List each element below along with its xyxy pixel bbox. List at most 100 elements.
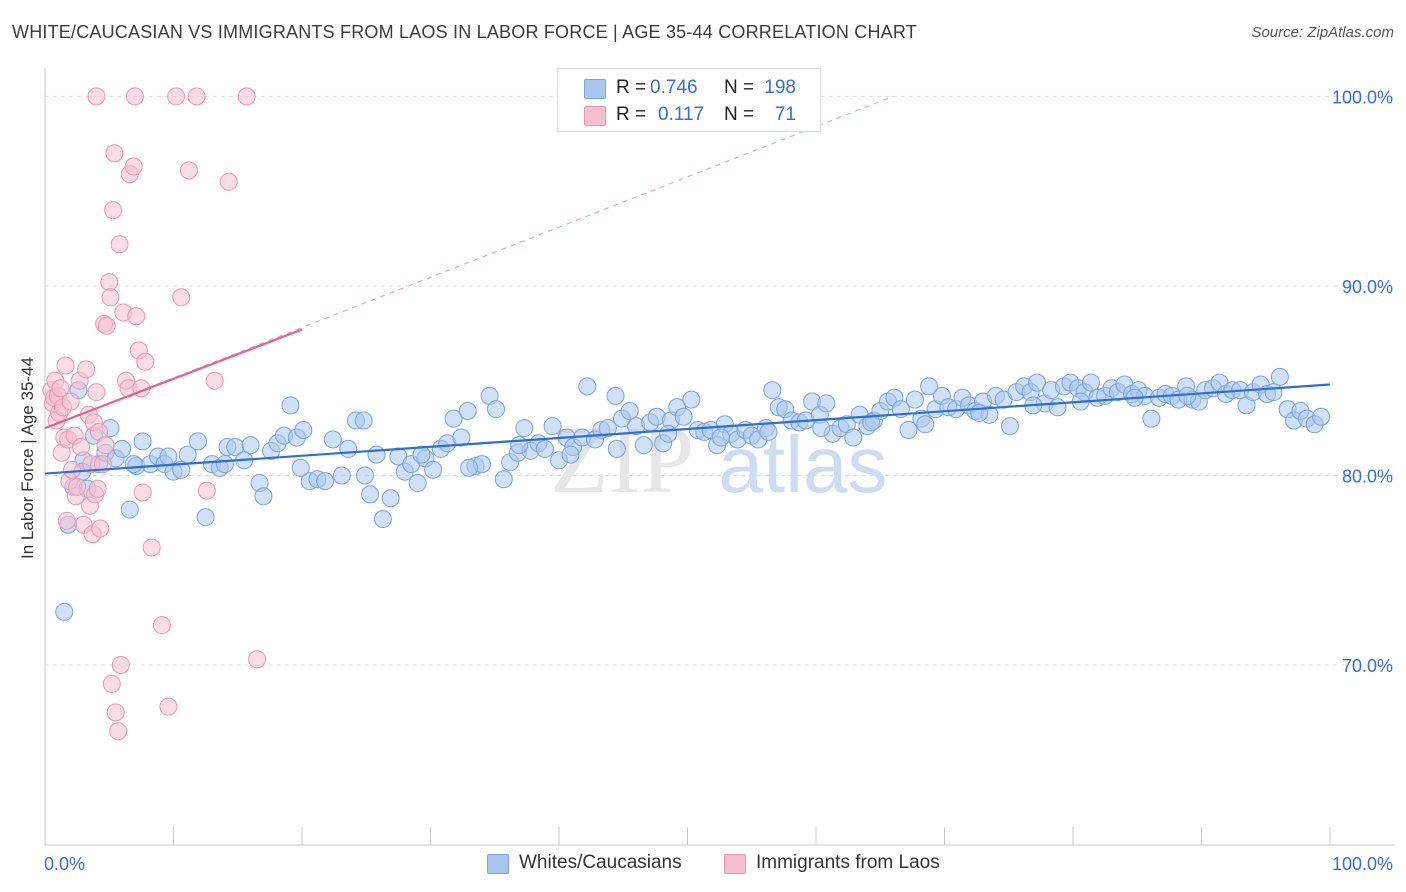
laos-point <box>111 655 130 674</box>
n-value: 71 <box>774 104 796 125</box>
r-label: R = <box>616 104 647 125</box>
whites-point <box>920 377 939 396</box>
laos-legend-swatch <box>724 854 746 874</box>
n-label: N = <box>724 104 755 125</box>
whites-point <box>361 485 380 504</box>
whites-point <box>659 424 678 443</box>
whites-point <box>620 402 639 421</box>
whites-point <box>294 420 313 439</box>
trend-lines <box>44 95 1331 475</box>
stats-legend-row-laos: R = 0.117 N = 71 <box>558 102 820 128</box>
x-tick-label: 0.0% <box>44 854 85 874</box>
series-whites-points <box>55 367 1331 621</box>
whites-point <box>916 415 935 434</box>
whites-point <box>172 460 191 479</box>
whites-point <box>323 430 342 449</box>
whites-point <box>354 411 373 430</box>
whites-point <box>355 466 374 485</box>
laos-point <box>68 477 87 496</box>
whites-point <box>844 428 863 447</box>
y-tick-label: 70.0% <box>1342 656 1393 676</box>
whites-point <box>408 474 427 493</box>
whites-point <box>215 455 234 474</box>
whites-point <box>606 386 625 405</box>
whites-point <box>682 390 701 409</box>
whites-point <box>424 460 443 479</box>
laos-point <box>159 697 178 716</box>
laos-point <box>106 703 125 722</box>
laos-point <box>100 273 119 292</box>
whites-point <box>812 419 831 438</box>
laos-point <box>91 519 110 538</box>
stats-legend-row-whites: R = 0.746 N = 198 <box>558 75 820 101</box>
whites-point <box>817 394 836 413</box>
laos-point <box>71 438 90 457</box>
laos-point <box>133 483 152 502</box>
laos-point <box>167 87 186 106</box>
laos-point <box>205 371 224 390</box>
whites-point <box>332 466 351 485</box>
laos-point <box>101 288 120 307</box>
laos-point <box>219 172 238 191</box>
whites-point <box>55 602 74 621</box>
whites-point <box>674 407 693 426</box>
r-value: 0.117 <box>658 104 705 125</box>
laos-point <box>87 87 106 106</box>
whites-point <box>1048 398 1067 417</box>
whites-point <box>1028 373 1047 392</box>
laos-point <box>110 235 129 254</box>
whites-point <box>862 413 881 432</box>
laos-point <box>57 511 76 530</box>
axes <box>44 68 1395 846</box>
whites-point <box>1270 367 1289 386</box>
whites-point <box>1312 407 1331 426</box>
whites-point <box>634 436 653 455</box>
whites-point <box>598 419 617 438</box>
laos-point <box>87 383 106 402</box>
y-tick-label: 90.0% <box>1342 277 1393 297</box>
whites-point <box>711 428 730 447</box>
whites-point <box>381 489 400 508</box>
whites-point <box>1081 373 1100 392</box>
whites-point <box>291 458 310 477</box>
chart-title: WHITE/CAUCASIAN VS IMMIGRANTS FROM LAOS … <box>12 22 917 42</box>
whites-point <box>607 439 626 458</box>
whites-point <box>763 381 782 400</box>
whites-point <box>159 447 178 466</box>
laos-point <box>172 288 191 307</box>
whites-point <box>412 445 431 464</box>
laos-point <box>109 722 128 741</box>
y-tick-label: 80.0% <box>1342 466 1393 486</box>
whites-point <box>444 409 463 428</box>
whites-point <box>196 508 215 527</box>
whites-point <box>241 436 260 455</box>
whites-point <box>487 400 506 419</box>
laos-point <box>248 650 267 669</box>
whites-point <box>970 403 989 422</box>
whites-point <box>561 445 580 464</box>
laos-point <box>104 201 123 220</box>
laos-point <box>179 161 198 180</box>
r-value: 0.746 <box>650 77 698 98</box>
whites-point <box>458 402 477 421</box>
whites-point <box>316 472 335 491</box>
whites-point <box>1001 417 1020 436</box>
laos-point <box>136 352 155 371</box>
laos-point <box>187 87 206 106</box>
whites-point <box>515 419 534 438</box>
whites-point <box>535 439 554 458</box>
legend-label: Immigrants from Laos <box>756 852 940 873</box>
laos-point <box>124 157 143 176</box>
legend-label: Whites/Caucasians <box>519 852 682 873</box>
whites-point <box>373 510 392 529</box>
whites-point <box>339 439 358 458</box>
whites-point <box>120 500 139 519</box>
laos-point <box>125 87 144 106</box>
laos-point <box>152 616 171 635</box>
n-label: N = <box>724 77 755 98</box>
whites-point <box>905 390 924 409</box>
series-legend: Whites/Caucasians Immigrants from Laos <box>0 852 1406 878</box>
whites-point <box>460 458 479 477</box>
whites-point <box>188 432 207 451</box>
